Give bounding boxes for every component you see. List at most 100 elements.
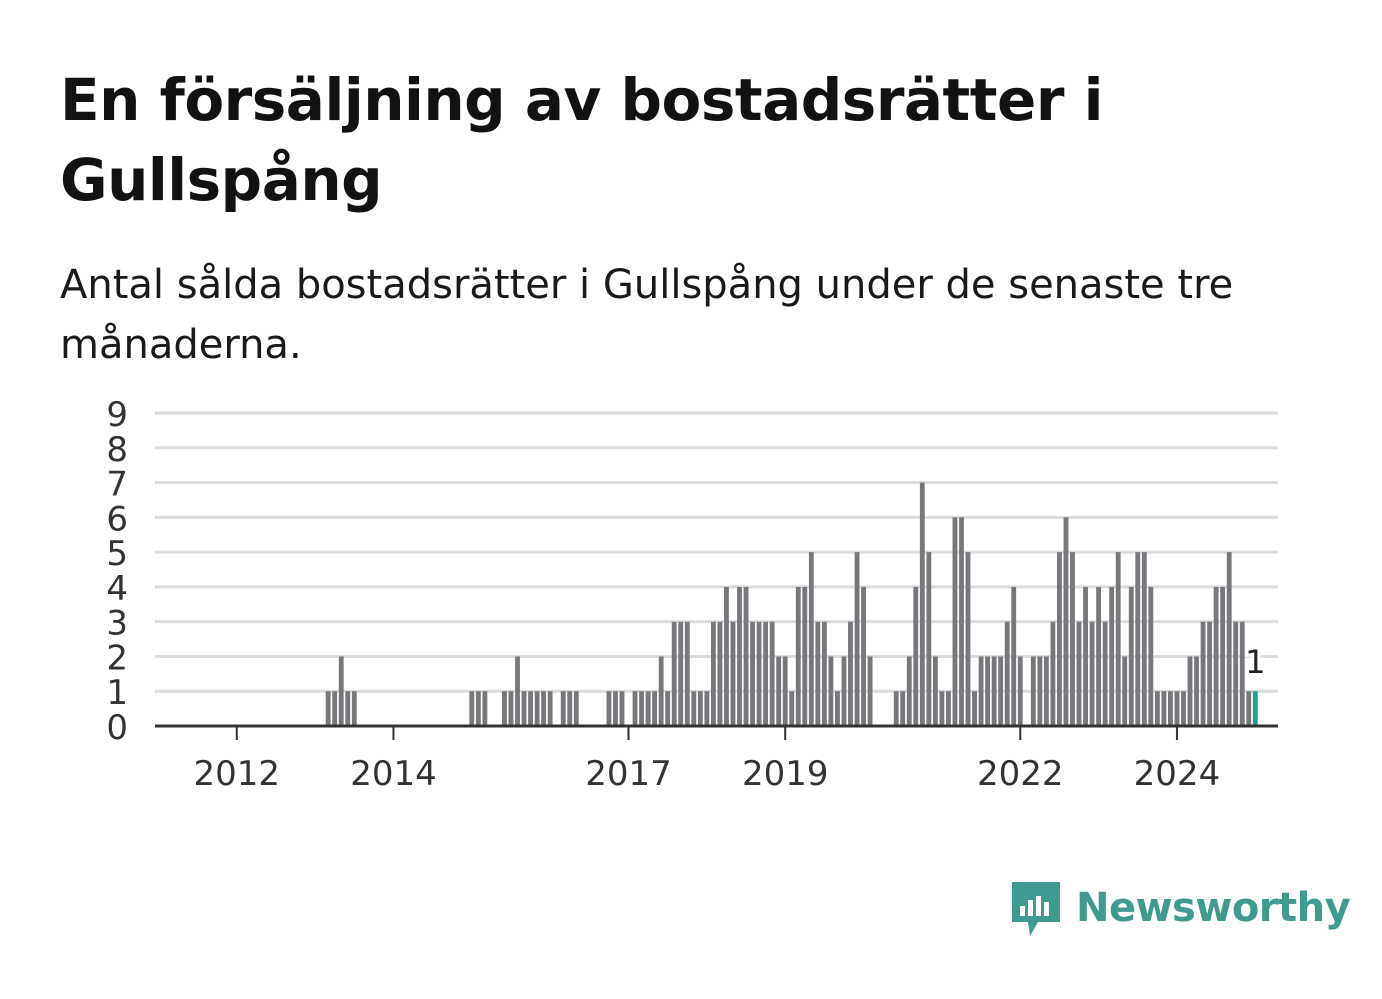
bar (665, 691, 671, 726)
x-tick-label: 2017 (585, 754, 672, 794)
bar (1213, 586, 1219, 726)
bar (534, 691, 540, 726)
bar (697, 691, 703, 726)
bar (1226, 552, 1232, 726)
bar (756, 621, 762, 726)
bar (1070, 552, 1075, 726)
bar (1233, 621, 1239, 726)
bar (769, 621, 775, 726)
bar (658, 656, 664, 726)
bar (867, 656, 873, 726)
bar (1083, 586, 1088, 726)
bar (1148, 586, 1154, 726)
bar (547, 691, 553, 726)
bar (684, 621, 690, 726)
bar (802, 586, 808, 726)
bar (573, 691, 579, 726)
bar (991, 656, 997, 726)
bar (1089, 621, 1095, 726)
bar (841, 656, 847, 726)
bar (338, 656, 344, 726)
bar (1063, 517, 1069, 726)
bar (782, 656, 788, 726)
bar (325, 691, 331, 726)
bar (737, 586, 742, 726)
bar (919, 482, 925, 726)
bar (776, 656, 782, 726)
bar (893, 691, 899, 726)
x-axis-ticks: 2012 2014 2017 2019 2022 2024 (193, 726, 1220, 794)
y-tick-label: 4 (106, 569, 128, 609)
chart-title: En försäljning av bostadsrätter i Gullsp… (60, 66, 1104, 214)
bar (521, 691, 527, 726)
bar (567, 691, 573, 726)
data-labels: 1 (1242, 640, 1268, 684)
y-tick-label: 9 (106, 395, 128, 435)
bar (1004, 621, 1010, 726)
bar (959, 517, 964, 726)
bar (717, 621, 723, 726)
y-tick-label: 3 (106, 604, 128, 644)
bar (965, 552, 971, 726)
y-tick-label: 5 (106, 534, 128, 574)
bar (1115, 552, 1121, 726)
bar (1030, 656, 1036, 726)
bar (345, 691, 351, 726)
bar (1128, 586, 1134, 726)
bar (978, 656, 984, 726)
bar (808, 552, 814, 726)
bar (821, 621, 827, 726)
bar (998, 656, 1004, 726)
bar (704, 691, 710, 726)
bar (560, 691, 566, 726)
bar (1043, 656, 1049, 726)
bar (789, 691, 795, 726)
brand-name: Newsworthy (1076, 885, 1351, 931)
bar (1246, 691, 1252, 726)
bar (1141, 552, 1147, 726)
bar (1109, 586, 1115, 726)
bar (1057, 552, 1062, 726)
y-tick-label: 2 (106, 638, 128, 678)
x-tick-label: 2022 (977, 754, 1064, 794)
bar (932, 656, 938, 726)
bar (613, 691, 618, 726)
bar (508, 691, 514, 726)
bar (351, 691, 357, 726)
bar (848, 621, 853, 726)
bar (502, 691, 507, 726)
bar (1102, 621, 1108, 726)
bar (652, 691, 658, 726)
bar (900, 691, 906, 726)
bar-highlight (1252, 691, 1258, 726)
data-label-last: 1 (1245, 643, 1265, 681)
y-tick-label: 8 (106, 430, 128, 470)
bar (1154, 691, 1160, 726)
bar (972, 691, 977, 726)
newsworthy-logo-icon (1012, 882, 1060, 936)
bar (332, 691, 338, 726)
bar (795, 586, 801, 726)
x-tick-label: 2014 (350, 754, 437, 794)
bar (1161, 691, 1167, 726)
bar (710, 621, 716, 726)
bar (475, 691, 481, 726)
bar (1076, 621, 1082, 726)
bar (515, 656, 520, 726)
x-tick-label: 2024 (1134, 754, 1221, 794)
bar (1181, 691, 1186, 726)
bar (926, 552, 932, 726)
bar (1168, 691, 1173, 726)
y-tick-label: 1 (106, 673, 128, 713)
newsworthy-logo: Newsworthy (1010, 878, 1351, 938)
bar (1017, 656, 1023, 726)
bars (325, 482, 1258, 726)
bar (678, 621, 684, 726)
x-tick-label: 2019 (742, 754, 829, 794)
bar (1239, 621, 1245, 726)
bar (606, 691, 612, 726)
bar (861, 586, 866, 726)
bar (691, 691, 697, 726)
bar (743, 586, 749, 726)
